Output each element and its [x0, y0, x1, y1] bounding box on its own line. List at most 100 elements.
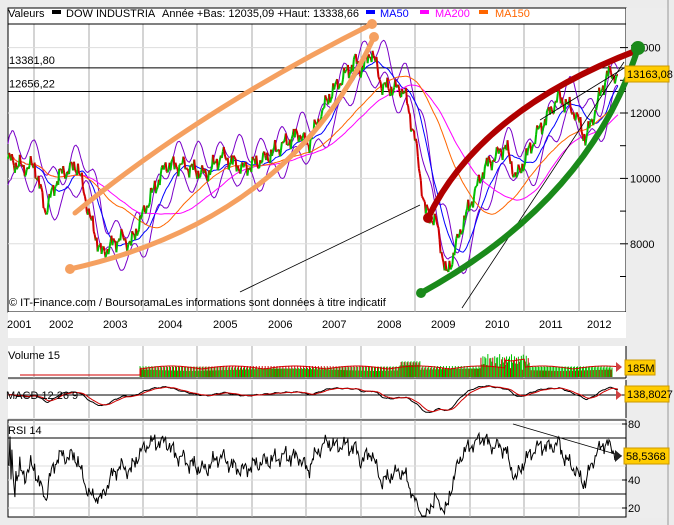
- trend-handle[interactable]: [423, 213, 433, 223]
- price-segment: [333, 84, 337, 90]
- price-segment: [131, 230, 135, 235]
- thin-trendline[interactable]: [239, 204, 421, 293]
- price-segment: [154, 188, 158, 194]
- trend-handle[interactable]: [416, 288, 426, 298]
- price-segment: [289, 138, 293, 150]
- price-segment: [541, 127, 545, 135]
- price-segment: [588, 122, 592, 129]
- price-segment: [453, 248, 457, 256]
- price-segment: [337, 87, 340, 90]
- price-segment: [527, 145, 531, 149]
- price-segment: [609, 67, 612, 73]
- price-segment: [102, 246, 106, 252]
- legend-ma150[interactable]: MA150: [495, 8, 530, 20]
- x-tick-label: 2006: [268, 319, 292, 331]
- trend-handle[interactable]: [631, 41, 645, 55]
- orange-trendline-lower[interactable]: [67, 34, 377, 272]
- legend-swatch-ma150: [479, 10, 488, 14]
- price-segment: [408, 112, 411, 115]
- price-segment: [159, 167, 163, 175]
- price-segment: [483, 162, 487, 167]
- price-segment: [199, 172, 203, 178]
- orange-trendline-upper[interactable]: [72, 21, 375, 216]
- price-segment: [261, 152, 265, 163]
- green-support-arc[interactable]: [418, 45, 641, 296]
- price-segment: [324, 95, 328, 100]
- price-segment: [501, 147, 505, 161]
- price-segment: [320, 109, 324, 117]
- symbol-label: DOW INDUSTRIA: [66, 8, 156, 20]
- price-segment: [80, 172, 84, 187]
- level-label-upper: 13381,80: [9, 55, 55, 67]
- price-segment: [147, 205, 150, 209]
- price-segment: [416, 156, 420, 169]
- x-tick-label: 2002: [49, 319, 73, 331]
- price-segment: [454, 238, 458, 249]
- price-segment: [40, 187, 44, 193]
- price-segment: [472, 196, 476, 208]
- price-segment: [169, 161, 173, 171]
- thin-trendline[interactable]: [539, 67, 625, 121]
- price-segment: [188, 165, 192, 178]
- price-segment: [43, 208, 47, 214]
- price-segment: [506, 140, 510, 152]
- price-segment: [124, 238, 128, 245]
- price-segment: [334, 81, 338, 85]
- macd-value: 138,8027: [627, 389, 673, 401]
- price-segment: [379, 81, 383, 89]
- x-tick-label: 2010: [485, 319, 509, 331]
- red-resistance-arc[interactable]: [425, 47, 641, 221]
- price-segment: [596, 96, 600, 105]
- rsi-trendline[interactable]: [512, 423, 623, 457]
- price-segment: [378, 79, 382, 82]
- price-segment: [411, 128, 414, 131]
- copyright-notice: © IT-Finance.com / BoursoramaLes informa…: [9, 297, 387, 309]
- price-segment: [522, 165, 526, 172]
- price-segment: [137, 229, 140, 234]
- trend-handle[interactable]: [65, 264, 75, 274]
- price-segment: [147, 202, 151, 207]
- trend-handle[interactable]: [367, 19, 377, 29]
- legend-ma50[interactable]: MA50: [380, 8, 409, 20]
- price-segment: [347, 72, 351, 79]
- price-segment: [391, 91, 395, 96]
- legend-ma200[interactable]: MA200: [435, 8, 470, 20]
- price-segment: [474, 185, 477, 190]
- price-segment: [349, 71, 352, 74]
- price-segment: [418, 173, 422, 181]
- x-tick-label: 2007: [322, 319, 346, 331]
- price-segment: [449, 267, 453, 270]
- price-segment: [386, 77, 390, 89]
- rsi-value-box: [623, 447, 670, 465]
- price-segment: [336, 79, 340, 90]
- price-segment: [57, 168, 61, 185]
- price-segment: [359, 71, 363, 78]
- trend-handle[interactable]: [369, 32, 379, 42]
- price-segment: [341, 78, 344, 86]
- x-tick-label: 2004: [158, 319, 182, 331]
- price-segment: [242, 163, 246, 168]
- price-segment: [227, 164, 231, 170]
- price-segment: [494, 147, 498, 157]
- price-segment: [18, 154, 22, 165]
- price-segment: [233, 156, 237, 160]
- ma50-line: [7, 60, 619, 253]
- price-segment: [330, 96, 334, 100]
- rsi-line: [8, 431, 618, 517]
- price-segment: [392, 87, 396, 92]
- price-segment: [568, 96, 572, 109]
- price-segment: [301, 132, 305, 139]
- last-price-box: [624, 65, 670, 83]
- rsi-tick-40: 40: [628, 475, 640, 487]
- rsi-panel: [7, 419, 627, 518]
- price-segment: [534, 134, 538, 145]
- thin-trendline[interactable]: [461, 61, 625, 309]
- price-segment: [490, 160, 494, 171]
- price-segment: [82, 192, 86, 197]
- level-label-lower: 12656,22: [9, 79, 55, 91]
- price-segment: [555, 93, 559, 103]
- price-segment: [74, 169, 77, 173]
- price-segment: [465, 208, 469, 213]
- series-swatch: [52, 10, 61, 14]
- price-segment: [170, 158, 174, 162]
